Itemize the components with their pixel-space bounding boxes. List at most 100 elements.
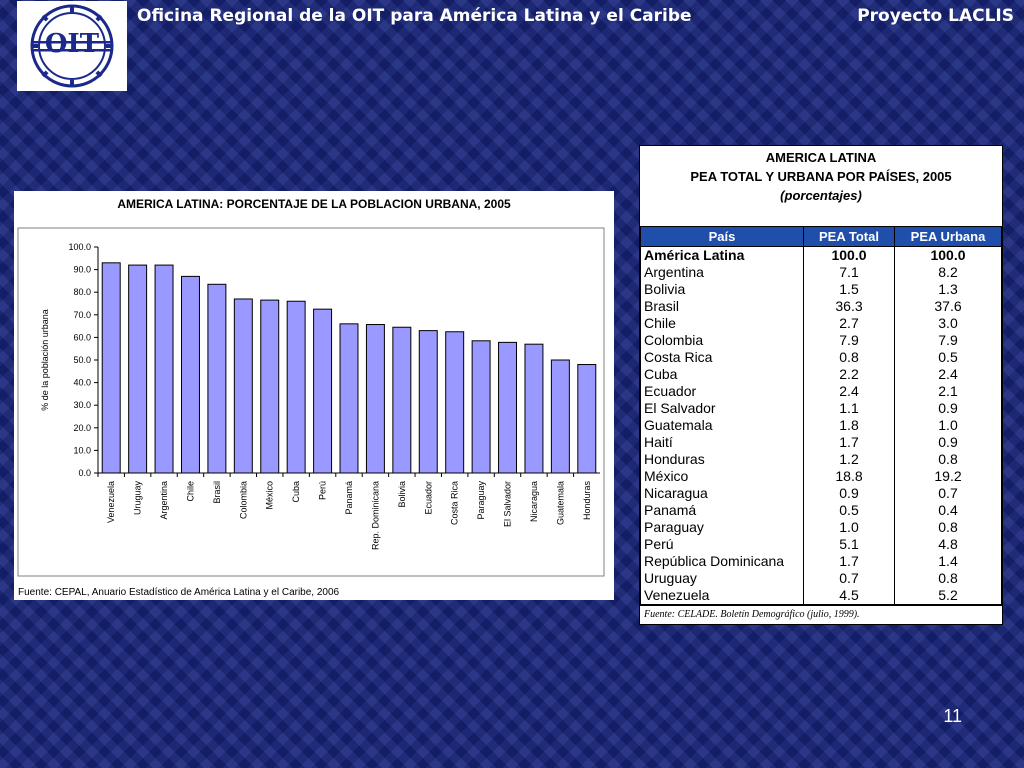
- table-spacer: [640, 206, 1002, 226]
- cell-country: República Dominicana: [640, 553, 804, 570]
- table-row: Ecuador 2.4 2.1: [640, 383, 1002, 400]
- cell-pea-urban: 0.8: [894, 519, 1002, 536]
- cell-country: Haití: [640, 434, 804, 451]
- table-caption-region: AMERICA LATINA: [765, 150, 877, 165]
- table-row: Colombia 7.9 7.9: [640, 332, 1002, 349]
- table-caption-units: (porcentajes): [780, 188, 862, 203]
- cell-country: Brasil: [640, 298, 804, 315]
- bar: [365, 324, 385, 474]
- cell-pea-urban: 8.2: [894, 264, 1002, 281]
- x-tick-label: Brasil: [212, 481, 222, 504]
- bar: [524, 343, 544, 474]
- table-row: Uruguay 0.7 0.8: [640, 570, 1002, 587]
- x-tick-label: Perú: [318, 481, 328, 500]
- y-tick-label: 0.0: [78, 468, 91, 478]
- cell-pea-total: 1.5: [803, 281, 895, 298]
- cell-pea-total: 2.7: [803, 315, 895, 332]
- cell-country: Nicaragua: [640, 485, 804, 502]
- header-title: Oficina Regional de la OIT para América …: [137, 6, 692, 26]
- cell-country: Ecuador: [640, 383, 804, 400]
- y-tick-label: 70.0: [73, 310, 91, 320]
- bar: [313, 308, 333, 474]
- bar: [339, 323, 359, 474]
- cell-pea-total: 2.2: [803, 366, 895, 383]
- bar: [392, 326, 412, 474]
- cell-pea-total: 7.9: [803, 332, 895, 349]
- cell-pea-urban: 0.9: [894, 400, 1002, 417]
- cell-country: Uruguay: [640, 570, 804, 587]
- cell-pea-urban: 1.3: [894, 281, 1002, 298]
- x-tick-label: México: [265, 481, 275, 510]
- x-tick-label: Honduras: [582, 481, 592, 521]
- cell-country: Chile: [640, 315, 804, 332]
- table-caption-title: PEA TOTAL Y URBANA POR PAÍSES, 2005: [690, 169, 952, 184]
- bar: [550, 359, 570, 474]
- table-row: Argentina 7.1 8.2: [640, 264, 1002, 281]
- cell-pea-total: 0.8: [803, 349, 895, 366]
- cell-pea-urban: 7.9: [894, 332, 1002, 349]
- table-source: Fuente: CELADE. Boletín Demográfico (jul…: [640, 605, 1002, 624]
- cell-pea-urban: 2.4: [894, 366, 1002, 383]
- pea-table-panel: AMERICA LATINA PEA TOTAL Y URBANA POR PA…: [639, 145, 1003, 625]
- cell-pea-total: 0.5: [803, 502, 895, 519]
- bar: [260, 299, 280, 474]
- y-tick-label: 80.0: [73, 287, 91, 297]
- x-tick-label: Chile: [185, 481, 195, 502]
- cell-pea-urban: 0.8: [894, 570, 1002, 587]
- table-row: Guatemala 1.8 1.0: [640, 417, 1002, 434]
- logo-text: OIT: [44, 29, 100, 59]
- y-tick-label: 90.0: [73, 265, 91, 275]
- page-number: 11: [943, 706, 962, 726]
- cell-pea-urban: 100.0: [894, 246, 1002, 264]
- table-row: Honduras 1.2 0.8: [640, 451, 1002, 468]
- cell-pea-urban: 2.1: [894, 383, 1002, 400]
- x-tick-label: Bolivia: [397, 481, 407, 508]
- pea-table: País PEA Total PEA Urbana América Latina…: [640, 226, 1002, 605]
- cell-country: México: [640, 468, 804, 485]
- table-row: Brasil 36.3 37.6: [640, 298, 1002, 315]
- cell-country: Paraguay: [640, 519, 804, 536]
- cell-pea-total: 18.8: [803, 468, 895, 485]
- column-header-country: País: [640, 226, 804, 247]
- cell-pea-urban: 1.4: [894, 553, 1002, 570]
- y-tick-label: 20.0: [73, 423, 91, 433]
- ilo-logo: OIT: [17, 1, 127, 91]
- cell-pea-total: 1.8: [803, 417, 895, 434]
- cell-pea-urban: 5.2: [894, 587, 1002, 605]
- table-row: Paraguay 1.0 0.8: [640, 519, 1002, 536]
- cell-pea-urban: 0.4: [894, 502, 1002, 519]
- table-row: Costa Rica 0.8 0.5: [640, 349, 1002, 366]
- cell-country: Guatemala: [640, 417, 804, 434]
- cell-country: Venezuela: [640, 587, 804, 605]
- bar: [101, 262, 121, 474]
- project-title: Proyecto LACLIS: [857, 6, 1014, 26]
- cell-pea-urban: 0.9: [894, 434, 1002, 451]
- bar: [233, 298, 253, 474]
- cell-pea-total: 36.3: [803, 298, 895, 315]
- cell-pea-urban: 4.8: [894, 536, 1002, 553]
- cell-pea-total: 0.7: [803, 570, 895, 587]
- table-header-row: País PEA Total PEA Urbana: [640, 226, 1002, 247]
- table-row: Haití 1.7 0.9: [640, 434, 1002, 451]
- table-row: Nicaragua 0.9 0.7: [640, 485, 1002, 502]
- cell-pea-urban: 19.2: [894, 468, 1002, 485]
- table-row: Cuba 2.2 2.4: [640, 366, 1002, 383]
- x-tick-label: Panamá: [344, 481, 354, 515]
- bar: [207, 283, 227, 474]
- y-tick-label: 10.0: [73, 445, 91, 455]
- cell-pea-total: 1.1: [803, 400, 895, 417]
- x-tick-label: El Salvador: [503, 481, 513, 527]
- bar: [180, 275, 200, 474]
- bar: [471, 340, 491, 474]
- y-tick-label: 100.0: [68, 242, 91, 252]
- cell-pea-total: 0.9: [803, 485, 895, 502]
- x-tick-label: Argentina: [159, 481, 169, 520]
- bar: [154, 264, 174, 474]
- table-row: Panamá 0.5 0.4: [640, 502, 1002, 519]
- y-axis-label: % de la población urbana: [40, 309, 50, 411]
- cell-pea-total: 2.4: [803, 383, 895, 400]
- cell-country: Bolivia: [640, 281, 804, 298]
- cell-country: América Latina: [640, 246, 804, 264]
- bar: [286, 300, 306, 474]
- x-tick-label: Costa Rica: [450, 481, 460, 525]
